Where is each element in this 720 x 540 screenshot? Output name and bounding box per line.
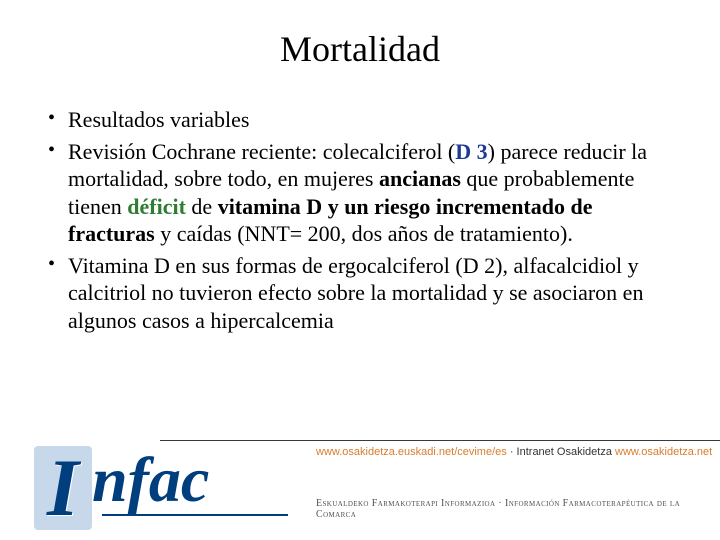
url-text: www.osakidetza.net [615, 446, 712, 458]
divider [160, 440, 720, 441]
logo-letters-rest: nfac [92, 448, 209, 512]
slide-body: Resultados variables Revisión Cochrane r… [44, 106, 676, 334]
text-green: déficit [127, 194, 186, 219]
text: y caídas (NNT= 200, dos años de tratamie… [155, 221, 573, 246]
logo-letter-i: I [47, 447, 79, 529]
logo-i-box: I [28, 442, 98, 534]
footer: www.osakidetza.euskadi.net/cevime/es · I… [0, 440, 720, 540]
logo-underline [102, 514, 288, 516]
bullet-item: Vitamina D en sus formas de ergocalcifer… [44, 252, 676, 335]
text: de [186, 194, 218, 219]
url-text: www.osakidetza.euskadi.net/cevime/es [316, 446, 507, 458]
bullet-item: Resultados variables [44, 106, 676, 134]
url-label: Intranet Osakidetza [517, 446, 615, 458]
text-bold: ancianas [379, 166, 461, 191]
bullet-item: Revisión Cochrane reciente: colecalcifer… [44, 138, 676, 248]
logo: I nfac [28, 442, 300, 534]
separator: · [507, 446, 517, 458]
footer-tagline: Eskualdeko Farmakoterapi Informazioa · I… [316, 498, 720, 520]
text: Revisión Cochrane reciente: colecalcifer… [68, 139, 455, 164]
slide: Mortalidad Resultados variables Revisión… [0, 0, 720, 540]
text-d3: D 3 [455, 139, 487, 164]
bullet-list: Resultados variables Revisión Cochrane r… [44, 106, 676, 334]
slide-title: Mortalidad [44, 28, 676, 70]
footer-url: www.osakidetza.euskadi.net/cevime/es · I… [316, 446, 712, 458]
